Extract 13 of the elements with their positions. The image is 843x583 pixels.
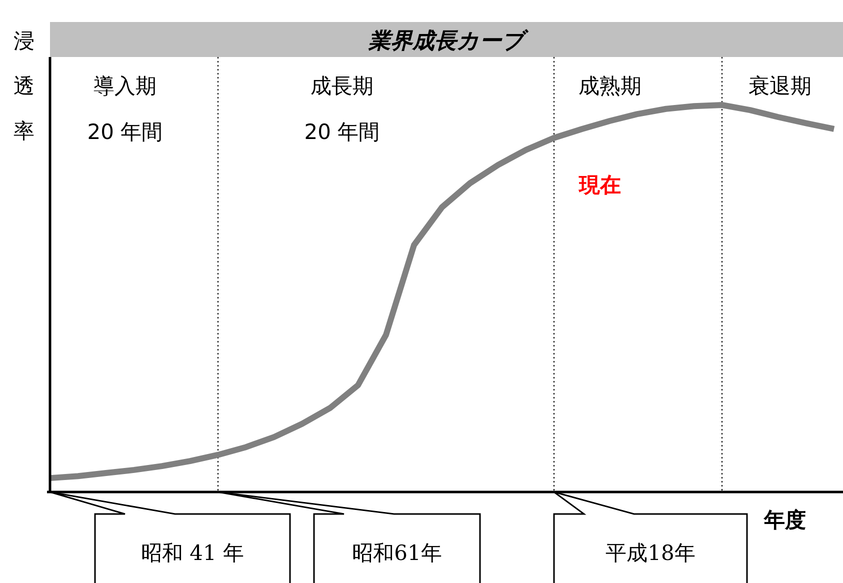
text: 昭和 41 年 [140,541,244,565]
chart-title: 業界成長カーブ [368,29,530,54]
x-axis-title: 年度 [763,508,806,532]
text: 成熟期 [578,74,642,98]
text: 平成18年 [606,541,696,565]
text: 導入期 [94,74,156,98]
text: 成長期 [310,74,374,98]
annotation: 現在 [578,173,621,197]
y-axis-title: 浸透率 [14,29,34,143]
annotation: 20 年間 [87,120,163,144]
annotation: 20 年間 [304,120,380,144]
text: 昭和61年 [352,541,442,565]
text: 衰退期 [748,74,812,98]
